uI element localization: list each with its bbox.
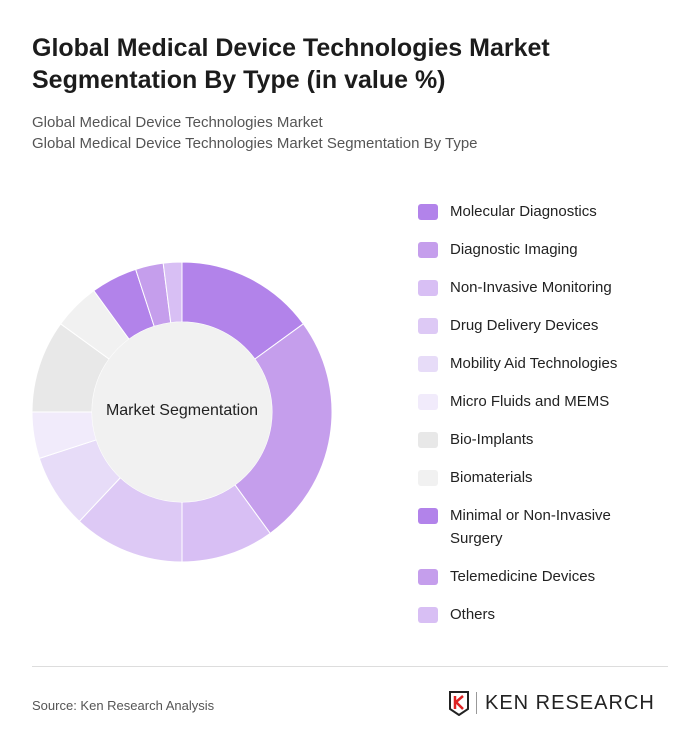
legend-item: Bio-Implants [418, 428, 678, 451]
legend-swatch [418, 318, 438, 334]
legend-swatch [418, 569, 438, 585]
legend-swatch [418, 280, 438, 296]
legend-item: Micro Fluids and MEMS [418, 390, 678, 413]
legend: Molecular Diagnostics Diagnostic Imaging N… [418, 200, 678, 641]
legend-swatch [418, 394, 438, 410]
legend-item: Diagnostic Imaging [418, 238, 678, 261]
legend-label: Bio-Implants [450, 431, 534, 448]
legend-item: Mobility Aid Technologies [418, 352, 678, 375]
donut-chart [31, 261, 333, 563]
legend-swatch [418, 242, 438, 258]
legend-swatch [418, 607, 438, 623]
logo-text: KEN RESEARCH [485, 691, 655, 714]
legend-label: Biomaterials [450, 469, 533, 486]
legend-label: Drug Delivery Devices [450, 317, 599, 334]
legend-swatch [418, 204, 438, 220]
legend-item: Others [418, 603, 678, 626]
legend-item: Molecular Diagnostics [418, 200, 678, 223]
legend-swatch [418, 508, 438, 524]
legend-swatch [418, 356, 438, 372]
donut-center [92, 322, 272, 502]
legend-item: Drug Delivery Devices [418, 314, 678, 337]
legend-label: Molecular Diagnostics [450, 203, 597, 220]
subtitle-1: Global Medical Device Technologies Marke… [32, 114, 323, 131]
legend-item: Biomaterials [418, 466, 678, 489]
legend-label: Micro Fluids and MEMS [450, 393, 610, 410]
logo-shield-icon [449, 691, 469, 716]
legend-item: Telemedicine Devices [418, 565, 678, 588]
legend-swatch [418, 470, 438, 486]
legend-label: Non-Invasive Monitoring [450, 279, 612, 296]
legend-item: Non-Invasive Monitoring [418, 276, 678, 299]
donut-center-label: Market Segmentation [105, 402, 259, 419]
legend-label: Mobility Aid Technologies [450, 355, 618, 372]
legend-item: Minimal or Non-Invasive Surgery [418, 504, 678, 550]
legend-label: Diagnostic Imaging [450, 241, 578, 258]
legend-label: Others [450, 606, 496, 623]
ken-research-logo: KEN RESEARCH [448, 690, 655, 716]
donut-slice-diagnostic-imaging [234, 323, 333, 535]
subtitle-2: Global Medical Device Technologies Marke… [32, 135, 478, 152]
source-note: Source: Ken Research Analysis [32, 698, 215, 713]
chart-title: Global Medical Device Technologies Marke… [32, 34, 550, 94]
legend-swatch [418, 432, 438, 448]
divider [32, 666, 668, 667]
legend-label: Minimal or Non-Invasive Surgery [450, 507, 611, 547]
legend-label: Telemedicine Devices [450, 568, 596, 585]
